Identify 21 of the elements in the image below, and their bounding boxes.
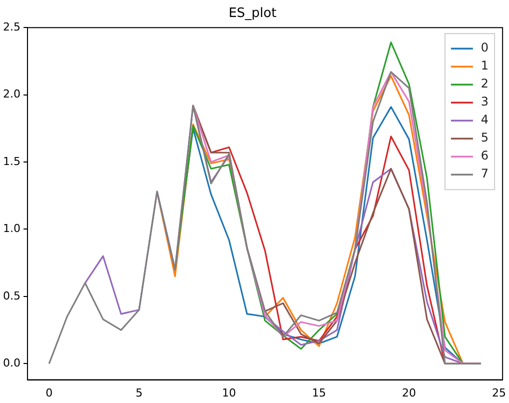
legend-label: 7 [480,166,489,181]
x-tick-label: 20 [402,386,416,400]
legend-label: 1 [480,58,489,73]
y-tick-label: 2.0 [2,88,20,101]
x-tick-label: 10 [222,386,236,400]
y-tick-label: 0.0 [2,356,20,370]
legend-label: 5 [480,130,489,145]
legend-label: 6 [480,148,489,163]
legend-label: 0 [480,40,489,55]
y-tick-label: 1.0 [2,222,20,236]
x-tick-label: 5 [136,386,143,400]
x-tick-label: 0 [46,386,53,400]
chart-title: ES_plot [228,6,276,22]
x-tick-label: 25 [492,386,506,400]
legend-label: 3 [480,94,489,109]
y-tick-label: 1.5 [2,154,20,168]
x-tick-label: 15 [312,386,326,400]
y-tick-label: 0.5 [2,289,20,302]
legend-label: 2 [480,76,489,91]
legend-label: 4 [480,112,489,127]
y-tick-label: 2.5 [2,20,20,34]
